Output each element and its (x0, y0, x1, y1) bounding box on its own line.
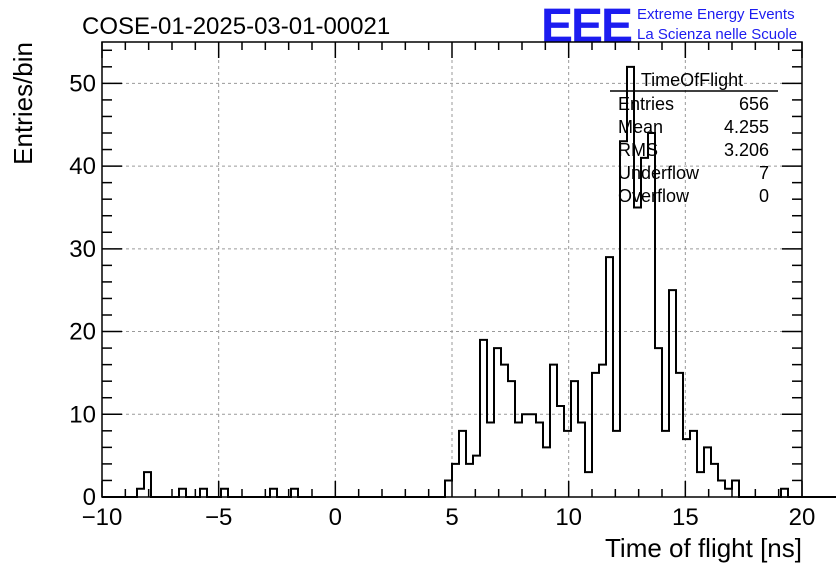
stats-label: RMS (618, 140, 658, 160)
x-tick-label: −5 (205, 504, 232, 531)
x-tick-label: 5 (445, 504, 458, 531)
stats-label: Entries (618, 94, 674, 114)
y-tick-label: 10 (69, 401, 96, 428)
x-tick-label: −10 (82, 504, 123, 531)
y-tick-label: 20 (69, 319, 96, 346)
stats-title: TimeOfFlight (641, 70, 743, 90)
y-tick-label: 40 (69, 153, 96, 180)
tick-labels: −10 −5 0 5 10 15 20 0 10 20 30 40 50 (69, 70, 815, 531)
eee-logo-line1: Extreme Energy Events (637, 6, 795, 23)
stats-label: Underflow (618, 163, 700, 183)
x-tick-label: 15 (672, 504, 699, 531)
stats-value: 656 (739, 94, 769, 114)
eee-logo: EEE Extreme Energy Events La Scienza nel… (541, 0, 797, 53)
x-tick-label: 10 (555, 504, 582, 531)
axis-ticks (101, 42, 803, 498)
x-tick-label: 20 (789, 504, 816, 531)
stats-box: TimeOfFlight Entries 656 Mean 4.255 RMS 3.206… (610, 70, 778, 206)
stats-label: Mean (618, 117, 663, 137)
y-tick-label: 30 (69, 236, 96, 263)
eee-logo-line2: La Scienza nelle Scuole (637, 26, 797, 43)
stats-value: 3.206 (724, 140, 769, 160)
x-axis-label: Time of flight [ns] (605, 533, 802, 563)
stats-value: 4.255 (724, 117, 769, 137)
y-tick-label: 50 (69, 70, 96, 97)
eee-logo-mark: EEE (541, 0, 632, 53)
y-tick-label: 0 (83, 484, 96, 511)
stats-label: Overflow (618, 186, 690, 206)
grid-lines (102, 42, 802, 497)
chart-title: COSE-01-2025-03-01-00021 (82, 13, 390, 40)
stats-value: 0 (759, 186, 769, 206)
y-axis-label: Entries/bin (8, 42, 38, 165)
x-tick-label: 0 (329, 504, 342, 531)
stats-value: 7 (759, 163, 769, 183)
histogram-series (102, 65, 836, 498)
